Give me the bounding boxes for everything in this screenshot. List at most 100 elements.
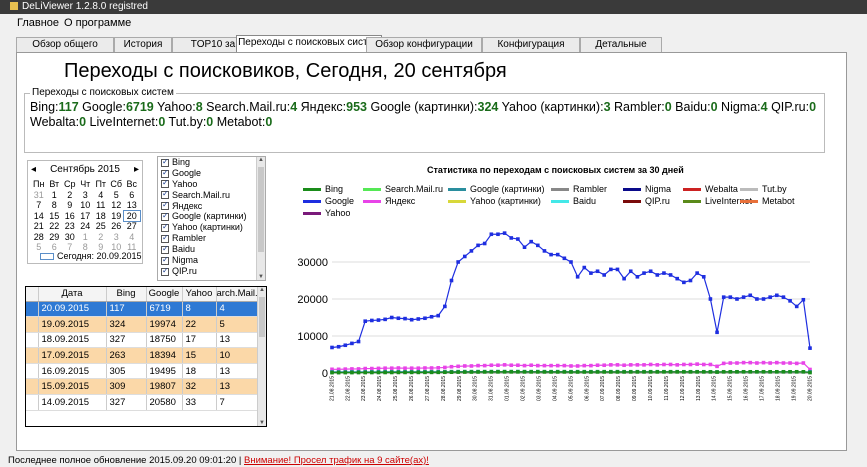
row-header[interactable]	[26, 332, 39, 349]
row-header[interactable]	[26, 347, 39, 364]
checkbox[interactable]	[161, 211, 169, 222]
calendar-day[interactable]: 11	[127, 242, 137, 252]
checkbox[interactable]	[161, 244, 169, 255]
column-header[interactable]: arch.Mail.	[216, 287, 259, 302]
checkbox[interactable]	[161, 189, 169, 200]
engine-checkbox-item[interactable]: Google	[158, 168, 265, 179]
calendar[interactable]: ◂ Сентябрь 2015 ▸ Пн Вт Ср Чт Пт Сб Вс 31 1 2 3 4 5 6…	[27, 160, 143, 264]
calendar-day[interactable]: 16	[64, 210, 75, 221]
table-row[interactable]: 16.09.2015 305 19495 18 13	[26, 363, 259, 380]
engine-checkbox-item[interactable]: Nigma	[158, 255, 265, 266]
calendar-day[interactable]: 21	[33, 221, 44, 231]
calendar-day[interactable]: 7	[67, 242, 73, 252]
calendar-today[interactable]: Сегодня: 20.09.2015	[40, 251, 142, 261]
calendar-day[interactable]: 20	[123, 209, 141, 222]
table-row[interactable]: 15.09.2015 309 19807 32 13	[26, 378, 259, 396]
row-header[interactable]	[26, 363, 39, 380]
table-row[interactable]: 18.09.2015 327 18750 17 13	[26, 332, 259, 349]
calendar-day[interactable]: 10	[80, 200, 91, 210]
table-row[interactable]: 20.09.2015 117 6719 8 4	[26, 301, 259, 318]
calendar-day[interactable]: 15	[49, 210, 60, 221]
checklist-scrollbar[interactable]: ▲ ▼	[256, 157, 265, 280]
row-header[interactable]	[26, 378, 39, 396]
status-warning-link[interactable]: Внимание! Просел трафик на 9 сайте(ах)!	[244, 455, 429, 466]
calendar-day[interactable]: 23	[64, 221, 75, 231]
calendar-next-icon[interactable]: ▸	[133, 164, 139, 175]
calendar-day[interactable]: 30	[64, 231, 75, 242]
scroll-down-icon[interactable]: ▼	[259, 420, 265, 426]
menu-main[interactable]: Главное	[17, 17, 60, 29]
table-row[interactable]: 19.09.2015 324 19974 22 5	[26, 316, 259, 333]
table-scrollbar[interactable]: ▲ ▼	[257, 287, 266, 426]
calendar-day[interactable]: 14	[33, 210, 44, 221]
calendar-prev-icon[interactable]: ◂	[31, 164, 37, 175]
engine-checkbox-item[interactable]: Baidu	[158, 244, 265, 255]
calendar-day[interactable]: 27	[126, 221, 137, 231]
calendar-day[interactable]: 6	[129, 189, 135, 200]
calendar-day[interactable]: 5	[36, 242, 42, 252]
row-header[interactable]	[26, 301, 39, 318]
column-header[interactable]: Google	[146, 287, 183, 302]
calendar-day[interactable]: 1	[51, 189, 57, 200]
scroll-thumb[interactable]	[258, 167, 264, 252]
tab-traffic-config[interactable]: Конфигурация трафика	[482, 37, 580, 63]
menu-about[interactable]: О программе	[64, 17, 132, 29]
tab-site-config[interactable]: Обзор конфигурации сайтов	[366, 37, 482, 63]
row-header[interactable]	[26, 394, 39, 411]
calendar-grid[interactable]: Пн Вт Ср Чт Пт Сб Вс 31 1 2 3 4 5 6 7 8 9 10 11 12 13 14 15 16 1…	[31, 179, 141, 253]
calendar-day[interactable]: 3	[82, 189, 88, 200]
calendar-day[interactable]: 28	[33, 231, 44, 242]
calendar-day[interactable]: 25	[95, 221, 106, 231]
table-row[interactable]: 14.09.2015 327 20580 33 7	[26, 394, 259, 411]
calendar-day[interactable]: 29	[49, 231, 60, 242]
engine-checkbox-item[interactable]: Yahoo (картинки)	[158, 222, 265, 233]
tab-history[interactable]: История	[114, 37, 172, 52]
calendar-day[interactable]: 22	[49, 221, 60, 231]
calendar-day[interactable]: 7	[36, 200, 42, 210]
calendar-day[interactable]: 18	[95, 210, 106, 221]
calendar-day[interactable]: 1	[82, 231, 88, 242]
scroll-down-icon[interactable]: ▼	[258, 274, 264, 280]
data-table[interactable]: Дата Bing Google Yahoo arch.Mail. 20.09.2015 1…	[25, 286, 267, 427]
checkbox[interactable]	[161, 200, 169, 211]
column-header[interactable]: Дата	[38, 287, 107, 302]
column-header[interactable]: Bing	[106, 287, 147, 302]
checkbox[interactable]	[161, 266, 169, 276]
checkbox[interactable]	[161, 255, 169, 266]
calendar-day[interactable]: 3	[113, 231, 119, 242]
checkbox[interactable]	[161, 157, 169, 168]
engine-checkbox-item[interactable]: Яндекс	[158, 200, 265, 212]
row-header[interactable]	[26, 316, 39, 333]
tab-traffic-overview[interactable]: Обзор общего трафика	[16, 37, 114, 63]
checkbox[interactable]	[161, 178, 169, 189]
calendar-day[interactable]: 11	[96, 200, 106, 210]
engine-checkbox-item[interactable]: Rambler	[158, 233, 265, 244]
table-row[interactable]: 17.09.2015 263 18394 15 10	[26, 347, 259, 364]
engine-checkbox-item[interactable]: QIP.ru	[158, 266, 265, 277]
engine-checkbox-item[interactable]: Bing	[158, 157, 265, 168]
calendar-day[interactable]: 4	[98, 189, 104, 200]
calendar-day[interactable]: 31	[33, 189, 44, 200]
calendar-day[interactable]: 8	[51, 200, 57, 210]
checkbox[interactable]	[161, 233, 169, 244]
scroll-thumb[interactable]	[259, 297, 265, 337]
tab-search-referrals[interactable]: Переходы с поисковых систем	[236, 35, 382, 52]
checkbox[interactable]	[161, 168, 169, 178]
calendar-day[interactable]: 5	[113, 189, 119, 200]
checkbox[interactable]	[161, 222, 169, 233]
tab-detailed-reports[interactable]: Детальные отчеты	[580, 37, 662, 63]
engine-checkbox-item[interactable]: Yahoo	[158, 178, 265, 190]
calendar-day[interactable]: 2	[67, 189, 73, 200]
scroll-up-icon[interactable]: ▲	[258, 157, 264, 163]
calendar-day[interactable]: 6	[51, 242, 57, 252]
engine-checklist[interactable]: BingGoogleYahooSearch.Mail.ruЯндексGoogl…	[157, 156, 266, 281]
calendar-day[interactable]: 8	[82, 242, 88, 252]
calendar-day[interactable]: 26	[111, 221, 122, 231]
calendar-day[interactable]: 24	[80, 221, 91, 231]
calendar-day[interactable]: 9	[98, 242, 104, 252]
engine-checkbox-item[interactable]: Search.Mail.ru	[158, 189, 265, 201]
scroll-up-icon[interactable]: ▲	[259, 287, 265, 293]
calendar-day[interactable]: 12	[111, 200, 122, 210]
calendar-day[interactable]: 10	[111, 242, 122, 252]
engine-checkbox-item[interactable]: Google (картинки)	[158, 211, 265, 222]
